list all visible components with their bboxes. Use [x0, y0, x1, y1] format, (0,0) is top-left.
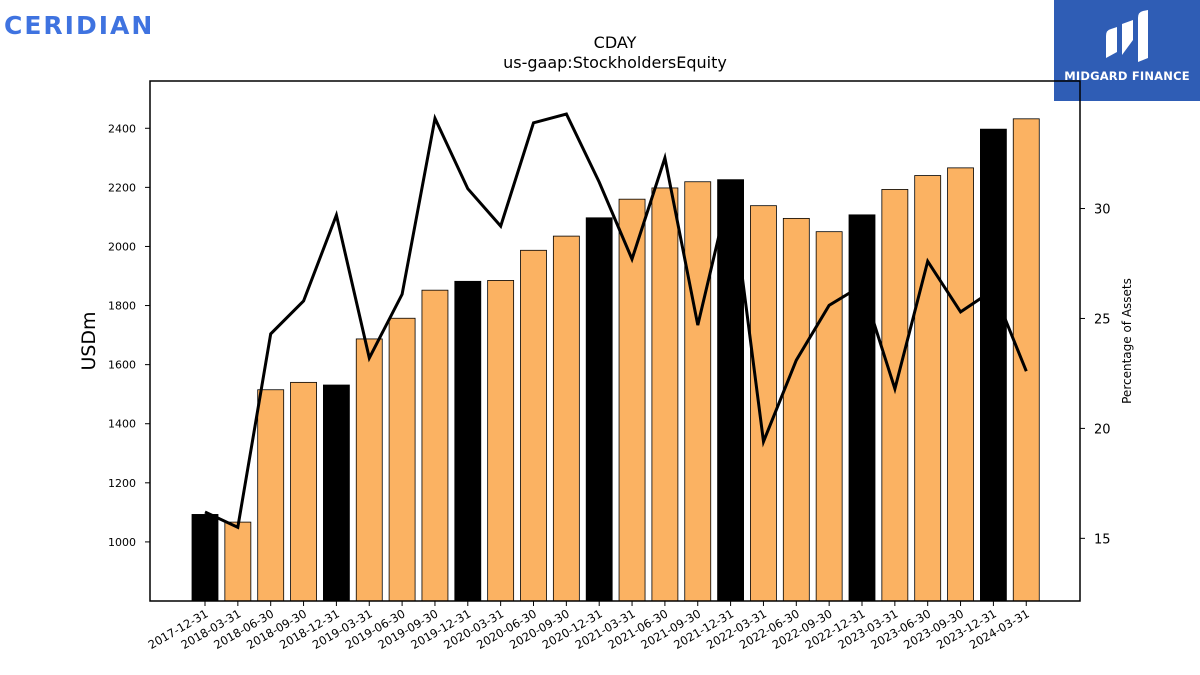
bar-2021-12-31: [717, 179, 744, 602]
bar-2022-06-30: [782, 217, 810, 602]
y2-tick-label-20: 20: [1094, 422, 1111, 437]
bar-2020-03-31: [487, 280, 515, 602]
bar-2019-06-30: [388, 317, 416, 602]
plot-frame: [149, 80, 1081, 602]
bar-2019-03-31: [355, 338, 383, 602]
bar-2020-09-30: [552, 235, 580, 602]
bar-2020-06-30: [520, 249, 547, 602]
y-tick-label-2400: 2400: [108, 122, 136, 135]
bar-2019-12-31: [454, 280, 482, 602]
x-axis: 2017-12-312018-03-312018-06-302018-09-30…: [146, 601, 1032, 652]
bar-2018-03-31: [224, 521, 252, 602]
bar-2017-12-31: [191, 514, 219, 602]
percentage-line: [204, 112, 1028, 530]
midgard-logo-mark-icon: [1106, 10, 1148, 62]
bar-2022-03-31: [750, 205, 777, 602]
y-axis-left: 1000 1200 1400 1600 1800 2000 2200 2400: [108, 122, 150, 549]
bar-2019-09-30: [421, 289, 449, 602]
y-tick-label-1800: 1800: [108, 300, 136, 313]
brand-logo: CERIDIAN: [4, 11, 155, 40]
y-tick-label-1400: 1400: [108, 418, 136, 431]
y2-tick-label-15: 15: [1094, 532, 1111, 547]
chart-subtitle: us-gaap:StockholdersEquity: [503, 53, 727, 72]
bar-2018-09-30: [290, 381, 317, 602]
y-tick-label-1000: 1000: [108, 536, 136, 549]
bar-2023-12-31: [980, 128, 1007, 602]
bar-2020-12-31: [585, 217, 613, 602]
midgard-finance-logo: MIDGARD FINANCE: [1054, 0, 1200, 101]
bar-2023-09-30: [947, 167, 974, 602]
y-tick-label-1200: 1200: [108, 477, 136, 490]
bar-2023-06-30: [914, 175, 942, 602]
y2-tick-label-30: 30: [1094, 203, 1111, 218]
bar-2022-09-30: [815, 231, 843, 602]
y-axis-label: USDm: [78, 311, 100, 370]
y-tick-label-1600: 1600: [108, 359, 136, 372]
bar-2023-03-31: [881, 189, 909, 602]
y2-tick-label-25: 25: [1094, 312, 1111, 327]
bar-2021-09-30: [684, 181, 712, 602]
bar-2018-06-30: [257, 389, 285, 602]
line-series: [204, 112, 1028, 530]
bar-2018-12-31: [322, 384, 350, 602]
bar-2024-03-31: [1012, 118, 1040, 602]
y2-axis-label: Percentage of Assets: [1120, 278, 1134, 404]
chart-title: CDAY: [594, 33, 637, 52]
y-axis-right: 15 20 25 30: [1080, 203, 1111, 547]
bar-series: [191, 118, 1040, 602]
bar-2022-12-31: [848, 214, 876, 602]
bar-2021-06-30: [651, 187, 679, 602]
y-tick-label-2000: 2000: [108, 240, 136, 253]
y-tick-label-2200: 2200: [108, 181, 136, 194]
midgard-finance-label: MIDGARD FINANCE: [1064, 69, 1190, 83]
